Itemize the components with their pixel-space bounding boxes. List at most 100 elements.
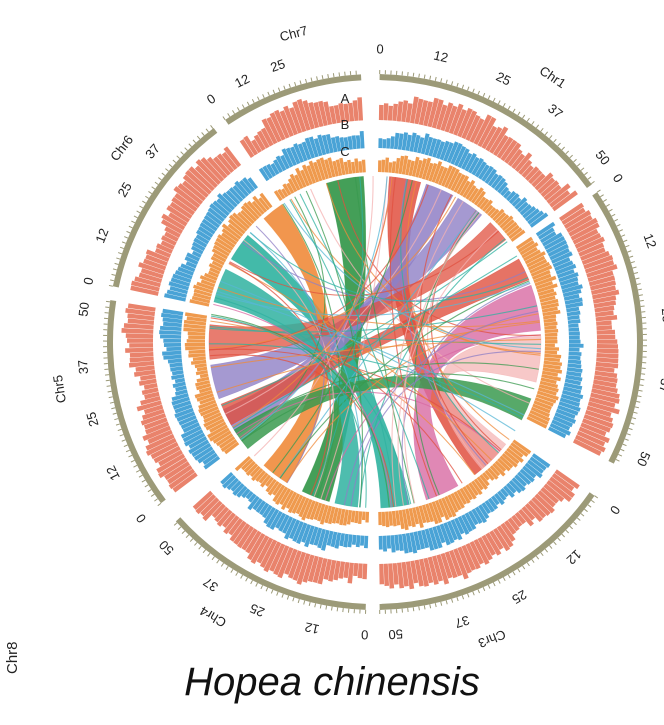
- track-c-bar: [193, 292, 212, 301]
- tick-mark: [636, 400, 641, 403]
- track-b-bar: [506, 190, 517, 202]
- track-b-bar: [568, 339, 581, 344]
- track-c-bar: [243, 460, 256, 473]
- track-b-bar: [552, 257, 571, 268]
- track-b-bar: [568, 347, 580, 352]
- track-c-bar: [228, 214, 248, 232]
- tick-mark: [492, 582, 496, 587]
- track-b-bar: [160, 334, 182, 339]
- track-b-bar: [202, 452, 218, 465]
- tick-mark: [627, 250, 632, 253]
- track-a-bar: [392, 103, 398, 122]
- track-b-bar: [464, 512, 477, 530]
- track-b-bar: [269, 510, 283, 530]
- tick-mark: [636, 283, 641, 285]
- track-c-bar: [543, 363, 561, 370]
- track-a-bar: [473, 114, 492, 145]
- track-b-bar: [494, 492, 505, 506]
- tick-mark: [131, 220, 136, 224]
- tick-mark: [124, 236, 129, 239]
- track-a-bar: [582, 418, 611, 433]
- synteny-link: [320, 176, 388, 500]
- track-b-bar: [468, 156, 480, 174]
- track-a-bar: [223, 146, 242, 168]
- track-a-bar: [592, 295, 617, 304]
- track-a-bar: [283, 105, 298, 136]
- track-b-bar: [500, 186, 510, 197]
- track-c-bar: [275, 486, 289, 506]
- track-c-bar: [479, 474, 490, 487]
- track-c-bar: [301, 164, 313, 185]
- track-b-bar: [288, 519, 301, 540]
- track-a-bar: [432, 555, 444, 582]
- track-a-bar: [121, 328, 154, 334]
- tick-mark: [246, 101, 250, 106]
- track-b-bar: [191, 442, 212, 458]
- track-b-bar: [424, 136, 434, 156]
- track-c-bar: [280, 489, 295, 511]
- track-a-bar: [292, 551, 307, 581]
- track-b-bar: [428, 138, 438, 157]
- synteny-link: [279, 280, 530, 479]
- tick-mark: [569, 154, 573, 159]
- track-a-bar: [457, 546, 472, 574]
- track-b-bar: [567, 359, 582, 365]
- track-b-bar: [190, 245, 204, 255]
- tick-mark: [281, 593, 284, 598]
- tick-mark: [600, 194, 604, 198]
- track-c-bar: [196, 366, 208, 372]
- tick-mark: [232, 110, 235, 114]
- tick-mark: [189, 538, 194, 542]
- synteny-link: [290, 198, 541, 355]
- tick-mark: [587, 504, 592, 508]
- track-c-bar: [361, 159, 366, 173]
- tick-label: 37: [656, 377, 664, 394]
- track-a-bar: [492, 134, 509, 157]
- tick-mark: [429, 75, 432, 80]
- track-c-bar: [395, 157, 401, 174]
- track-b-bar: [255, 500, 266, 514]
- track-a-bar: [453, 548, 469, 580]
- track-c-bar: [289, 173, 301, 191]
- synteny-link: [391, 201, 464, 507]
- track-c-bar: [542, 367, 563, 374]
- track-b-bar: [174, 389, 188, 396]
- track-c-bar: [267, 480, 280, 496]
- synteny-link: [209, 348, 501, 452]
- track-a-bar: [259, 539, 278, 568]
- tick-mark: [117, 252, 123, 255]
- tick-mark: [611, 213, 616, 217]
- chromosome-name: Chr3: [476, 627, 508, 651]
- tick-mark: [522, 565, 526, 570]
- track-c-bar: [213, 244, 230, 257]
- track-a-bar: [572, 438, 602, 456]
- tick-mark: [517, 568, 521, 573]
- tick-mark: [467, 86, 470, 91]
- track-b-bar: [168, 281, 189, 291]
- tick-mark: [257, 96, 260, 101]
- tick-mark: [265, 587, 269, 592]
- track-b-bar: [176, 411, 196, 422]
- tick-label: 25: [268, 56, 287, 75]
- track-a-bar: [313, 102, 324, 128]
- tick-mark: [260, 585, 264, 590]
- track-c-bar: [194, 363, 207, 369]
- tick-mark: [125, 449, 130, 453]
- track-b-bar: [241, 488, 251, 499]
- track-c-bar: [351, 161, 356, 174]
- track-a-bar: [568, 217, 598, 237]
- track-a-bar: [572, 228, 599, 245]
- tick-mark: [633, 411, 638, 414]
- tick-mark: [497, 100, 501, 105]
- track-c-bar: [300, 169, 310, 187]
- track-b-bar: [339, 533, 345, 547]
- track-b-bar: [563, 293, 580, 301]
- track-b-bar: [409, 132, 417, 152]
- track-b-bar: [363, 535, 369, 549]
- track-a-bar: [551, 190, 578, 212]
- track-b-bar: [199, 222, 216, 235]
- synteny-link: [310, 188, 530, 404]
- track-c-bar: [212, 252, 227, 263]
- track-c-bar: [431, 161, 443, 183]
- tick-label: 37: [200, 574, 220, 595]
